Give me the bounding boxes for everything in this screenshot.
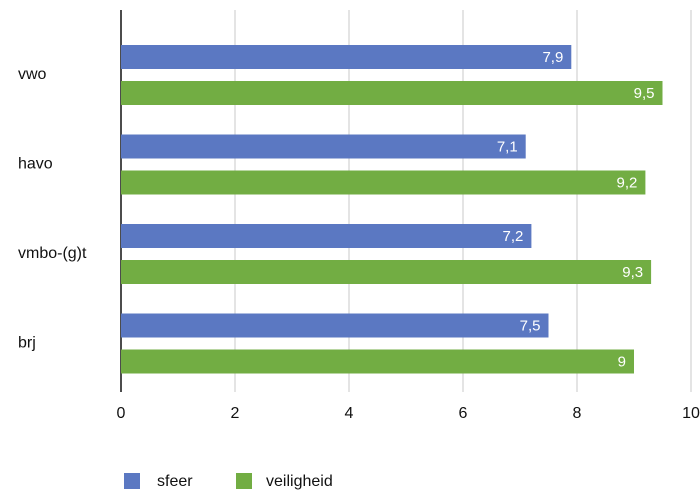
x-tick-label: 0 <box>117 405 126 422</box>
x-tick-label: 4 <box>345 405 354 422</box>
bar <box>121 81 663 105</box>
value-label: 7,5 <box>520 317 541 334</box>
x-tick-label: 6 <box>459 405 468 422</box>
value-label: 7,2 <box>503 228 524 245</box>
bar <box>121 224 532 248</box>
value-label: 7,9 <box>542 49 563 66</box>
x-tick-label: 2 <box>231 405 240 422</box>
x-tick-label: 10 <box>682 405 700 422</box>
legend-label: sfeer <box>157 473 193 490</box>
legend-label: veiligheid <box>266 473 333 490</box>
bar <box>121 313 549 338</box>
value-label: 9,3 <box>622 264 643 281</box>
bar <box>121 260 652 284</box>
x-tick-label: 8 <box>573 405 582 422</box>
category-label: vwo <box>18 66 47 83</box>
bar <box>121 45 572 69</box>
value-label: 7,1 <box>497 138 518 155</box>
category-label: brj <box>18 335 36 352</box>
bar <box>121 170 646 195</box>
category-label: havo <box>18 156 53 173</box>
bar <box>121 349 634 374</box>
legend-swatch <box>236 473 252 489</box>
category-label: vmbo-(g)t <box>18 245 87 262</box>
value-label: 9,5 <box>634 85 655 102</box>
legend-swatch <box>124 473 140 489</box>
value-label: 9 <box>618 353 626 370</box>
value-label: 9,2 <box>617 174 638 191</box>
bar <box>121 134 526 159</box>
